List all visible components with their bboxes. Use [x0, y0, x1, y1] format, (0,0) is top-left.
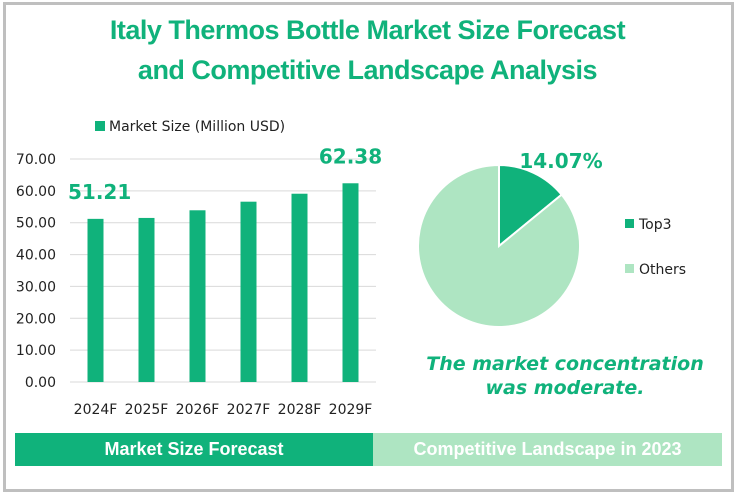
bar-legend-label: Market Size (Million USD) — [109, 119, 285, 135]
pie-legend-swatch-others — [625, 264, 634, 273]
pie-legend-label-top3: Top3 — [638, 217, 672, 233]
x-tick-label: 2024F — [74, 402, 118, 418]
bar-legend-swatch — [95, 121, 105, 131]
page-title: Italy Thermos Bottle Market Size Forecas… — [0, 10, 735, 90]
pie-legend-swatch-top3 — [625, 219, 634, 228]
pie-data-labels: 14.07% — [519, 149, 602, 173]
pie-legend: Top3 Others — [625, 217, 686, 278]
y-tick-label: 70.00 — [16, 152, 56, 168]
bar-series — [87, 183, 359, 382]
bar-2024F — [87, 218, 104, 382]
bar-2026F — [189, 210, 206, 382]
x-tick-label: 2025F — [125, 402, 169, 418]
title-line-1: Italy Thermos Bottle Market Size Forecas… — [109, 15, 626, 45]
bar-2028F — [291, 193, 308, 382]
pie-label-top3: 14.07% — [519, 149, 602, 173]
bar-gridlines — [70, 158, 376, 383]
conclusion-line-2: was moderate. — [485, 377, 645, 399]
banner-competitive-landscape: Competitive Landscape in 2023 — [373, 433, 722, 466]
y-tick-label: 20.00 — [16, 311, 56, 327]
bar-data-labels: 51.21 62.38 — [68, 144, 382, 204]
conclusion-line-1: The market concentration — [426, 353, 704, 375]
x-tick-label: 2028F — [278, 402, 322, 418]
title-line-2: and Competitive Landscape Analysis — [137, 55, 598, 85]
bar-2027F — [240, 201, 257, 382]
data-label-2029F: 62.38 — [319, 144, 382, 168]
x-tick-label: 2027F — [227, 402, 271, 418]
banner-market-size-forecast: Market Size Forecast — [15, 433, 373, 466]
y-tick-label: 10.00 — [16, 343, 56, 359]
infographic-frame — [3, 2, 734, 492]
y-tick-label: 0.00 — [25, 375, 56, 391]
bar-2029F — [342, 183, 359, 382]
bar-legend: Market Size (Million USD) — [95, 119, 285, 135]
pie-slice-top3 — [498, 163, 564, 249]
x-tick-label: 2029F — [329, 402, 373, 418]
y-tick-label: 60.00 — [16, 184, 56, 200]
pie-chart — [417, 163, 581, 328]
y-tick-label: 50.00 — [16, 216, 56, 232]
pie-legend-label-others: Others — [639, 262, 686, 278]
x-tick-label: 2026F — [176, 402, 220, 418]
data-label-2024F: 51.21 — [68, 180, 131, 204]
bar-2025F — [138, 217, 155, 382]
bar-x-axis: 2024F 2025F 2026F 2027F 2028F 2029F — [74, 402, 373, 418]
y-tick-label: 40.00 — [16, 248, 56, 264]
pie-slice-others — [417, 163, 581, 328]
y-tick-label: 30.00 — [16, 279, 56, 295]
conclusion-text: The market concentration was moderate. — [400, 352, 730, 400]
bar-y-axis: 0.00 10.00 20.00 30.00 40.00 50.00 60.00 70.00 — [16, 152, 56, 391]
